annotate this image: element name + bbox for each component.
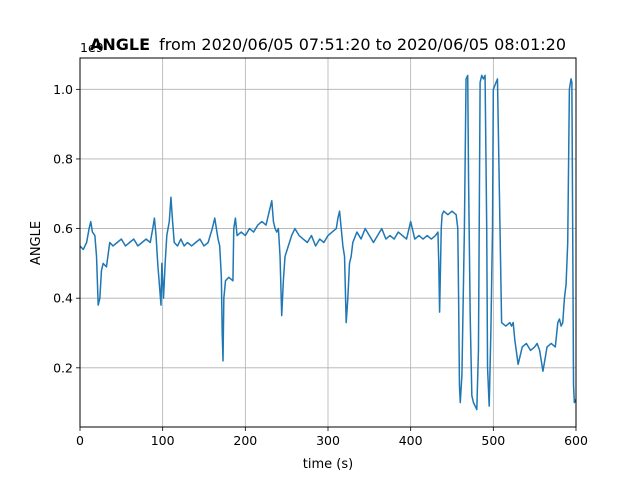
y-tick-label: 0.4 bbox=[53, 291, 73, 306]
y-tick-label: 0.2 bbox=[53, 360, 73, 375]
series-layer bbox=[79, 74, 577, 411]
y-tick-label: 0.6 bbox=[53, 221, 73, 236]
x-axis: 0 100 200 300 400 500 600 bbox=[76, 427, 588, 448]
x-tick-label: 400 bbox=[399, 433, 423, 448]
x-tick-label: 0 bbox=[76, 433, 84, 448]
series-line bbox=[79, 74, 577, 411]
x-tick-label: 500 bbox=[481, 433, 505, 448]
y-axis: 0.2 0.4 0.6 0.8 1.0 bbox=[53, 82, 80, 375]
y-tick-label: 0.8 bbox=[53, 151, 73, 166]
chart-title-rest: from 2020/06/05 07:51:20 to 2020/06/05 0… bbox=[159, 35, 566, 54]
chart-title: ANGLE from 2020/06/05 07:51:20 to 2020/0… bbox=[90, 35, 566, 54]
x-tick-label: 600 bbox=[564, 433, 588, 448]
y-tick-label: 1.0 bbox=[53, 82, 73, 97]
x-axis-label: time (s) bbox=[303, 457, 353, 472]
chart-title-bold: ANGLE bbox=[90, 35, 150, 54]
x-tick-label: 100 bbox=[151, 433, 175, 448]
y-offset-label: 1e9 bbox=[80, 40, 104, 55]
x-tick-label: 300 bbox=[316, 433, 340, 448]
y-axis-label: ANGLE bbox=[29, 221, 44, 265]
x-tick-label: 200 bbox=[233, 433, 257, 448]
